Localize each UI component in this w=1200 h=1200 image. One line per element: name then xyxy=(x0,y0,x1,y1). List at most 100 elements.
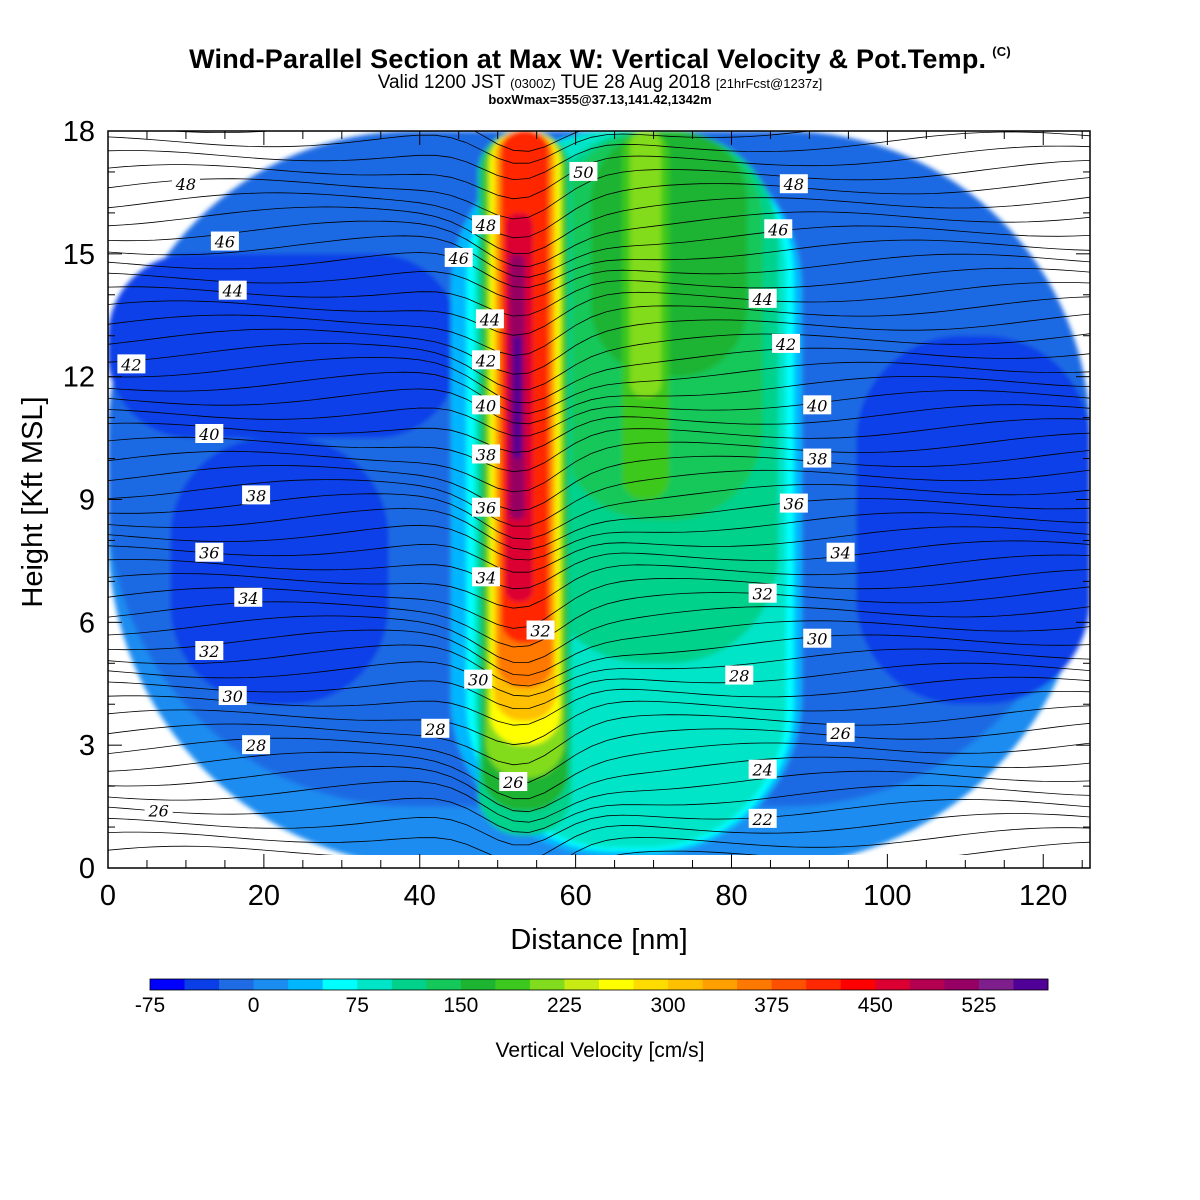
contour-label: 32 xyxy=(752,585,772,604)
isentrope-line xyxy=(108,569,1090,629)
colorbar-label: Vertical Velocity [cm/s] xyxy=(496,1039,705,1062)
isentrope-line xyxy=(108,620,1090,676)
contour-label-box xyxy=(195,542,224,562)
x-tick-label: 100 xyxy=(863,880,911,912)
contour-label-box xyxy=(748,288,777,308)
velocity-region xyxy=(513,335,522,459)
colorbar-swatch xyxy=(357,979,393,990)
colorbar-tick-label: 75 xyxy=(346,994,369,1017)
contour-label: 24 xyxy=(751,761,772,780)
isentrope-line xyxy=(108,691,1090,746)
colorbar-swatch xyxy=(184,979,220,990)
colorbar-swatch xyxy=(944,979,980,990)
colorbar-swatch xyxy=(840,979,876,990)
contour-label-box xyxy=(144,800,173,820)
contour-label: 50 xyxy=(573,163,593,182)
isentrope-line xyxy=(108,281,1090,336)
contour-label-box xyxy=(210,231,239,251)
isentrope-line xyxy=(108,784,1090,833)
colorbar-swatch xyxy=(1013,979,1049,990)
isentrope-line xyxy=(108,676,1090,726)
colorbar-swatch xyxy=(702,979,738,990)
colorbar-swatch xyxy=(875,979,911,990)
contour-label: 44 xyxy=(751,290,772,309)
chart-title-text: Wind-Parallel Section at Max W: Vertical… xyxy=(189,44,987,74)
colorbar-swatch xyxy=(288,979,324,990)
colorbar-swatch xyxy=(322,979,358,990)
contour-label: 48 xyxy=(475,216,496,235)
isentrope-line xyxy=(108,827,1090,855)
colorbar-swatch xyxy=(806,979,842,990)
isentrope-line xyxy=(108,418,1090,473)
contour-labels: 48 46 44 42 40 38 36 34 32 30 28 26 28 30 26 32 34 36 38 40… xyxy=(117,161,855,829)
isentrope-line xyxy=(108,770,1090,823)
contour-label-box xyxy=(444,247,473,267)
x-tick-label: 120 xyxy=(1019,880,1067,912)
contour-label: 34 xyxy=(830,544,850,563)
contour-label-box xyxy=(242,485,271,505)
contour-label-box xyxy=(421,718,450,738)
contour-label-box xyxy=(826,722,855,742)
x-axis: 0 20 40 60 80 100 120 xyxy=(100,131,1083,912)
contour-label-box xyxy=(195,640,224,660)
isentrope-lines xyxy=(108,131,1090,855)
contour-label: 30 xyxy=(223,687,243,706)
colorbar-tick-label: 0 xyxy=(248,994,260,1017)
contour-label-box xyxy=(803,448,832,468)
contour-label-box xyxy=(471,444,500,464)
contour-label: 22 xyxy=(751,810,772,829)
colorbar-tick-label: 300 xyxy=(651,994,686,1017)
colorbar-swatch xyxy=(909,979,945,990)
contour-label-box xyxy=(772,333,801,353)
isentrope-line xyxy=(108,722,1090,784)
colorbar: -75 0 75 150 225 300 375 450 525 xyxy=(135,978,1049,1017)
contour-label-box xyxy=(779,493,808,513)
contour-label: 40 xyxy=(806,396,827,415)
isentrope-line xyxy=(108,512,1090,561)
contour-label: 36 xyxy=(784,495,804,514)
isentrope-line xyxy=(108,390,1090,437)
y-tick-label: 0 xyxy=(79,853,95,885)
colorbar-swatch xyxy=(668,979,704,990)
isentrope-line xyxy=(108,145,1090,200)
contour-label-box xyxy=(748,759,777,779)
isentrope-line xyxy=(108,634,1090,687)
colorbar-swatch xyxy=(219,979,255,990)
colorbar-swatch xyxy=(978,979,1014,990)
contour-label-box xyxy=(471,497,500,517)
contour-label-box xyxy=(242,735,271,755)
isentrope-line xyxy=(108,586,1090,648)
x-axis-label: Distance [nm] xyxy=(510,924,687,956)
contour-label: 38 xyxy=(246,486,266,505)
isentrope-line xyxy=(108,376,1090,425)
contour-label: 34 xyxy=(238,589,258,608)
contour-label: 46 xyxy=(767,220,788,239)
contour-label-box xyxy=(475,309,504,329)
isentrope-line xyxy=(108,267,1090,317)
colorbar-swatch xyxy=(529,979,565,990)
isentrope-line xyxy=(108,196,1090,254)
x-tick-label: 80 xyxy=(715,880,747,912)
contour-label: 48 xyxy=(783,175,804,194)
velocity-region xyxy=(108,253,459,439)
y-tick-label: 12 xyxy=(63,362,95,394)
contour-label: 26 xyxy=(502,773,523,792)
contour-label: 36 xyxy=(476,499,496,518)
isentrope-line xyxy=(108,498,1090,551)
colorbar-swatch xyxy=(737,979,773,990)
contour-label: 30 xyxy=(468,671,488,690)
contour-label: 38 xyxy=(476,445,496,464)
isentrope-line xyxy=(108,361,1090,414)
colorbar-tick-label: 525 xyxy=(961,994,996,1017)
contour-label: 44 xyxy=(222,282,243,301)
isentrope-line xyxy=(108,131,813,164)
velocity-region xyxy=(856,335,1090,705)
colorbar-tick-label: 225 xyxy=(547,994,582,1017)
valid-time: Valid 1200 JST xyxy=(377,72,505,93)
velocity-region xyxy=(630,131,662,398)
isentrope-line xyxy=(108,798,1090,846)
contour-label-box xyxy=(218,280,247,300)
contour-label: 28 xyxy=(424,720,445,739)
isentrope-line xyxy=(108,526,1090,573)
